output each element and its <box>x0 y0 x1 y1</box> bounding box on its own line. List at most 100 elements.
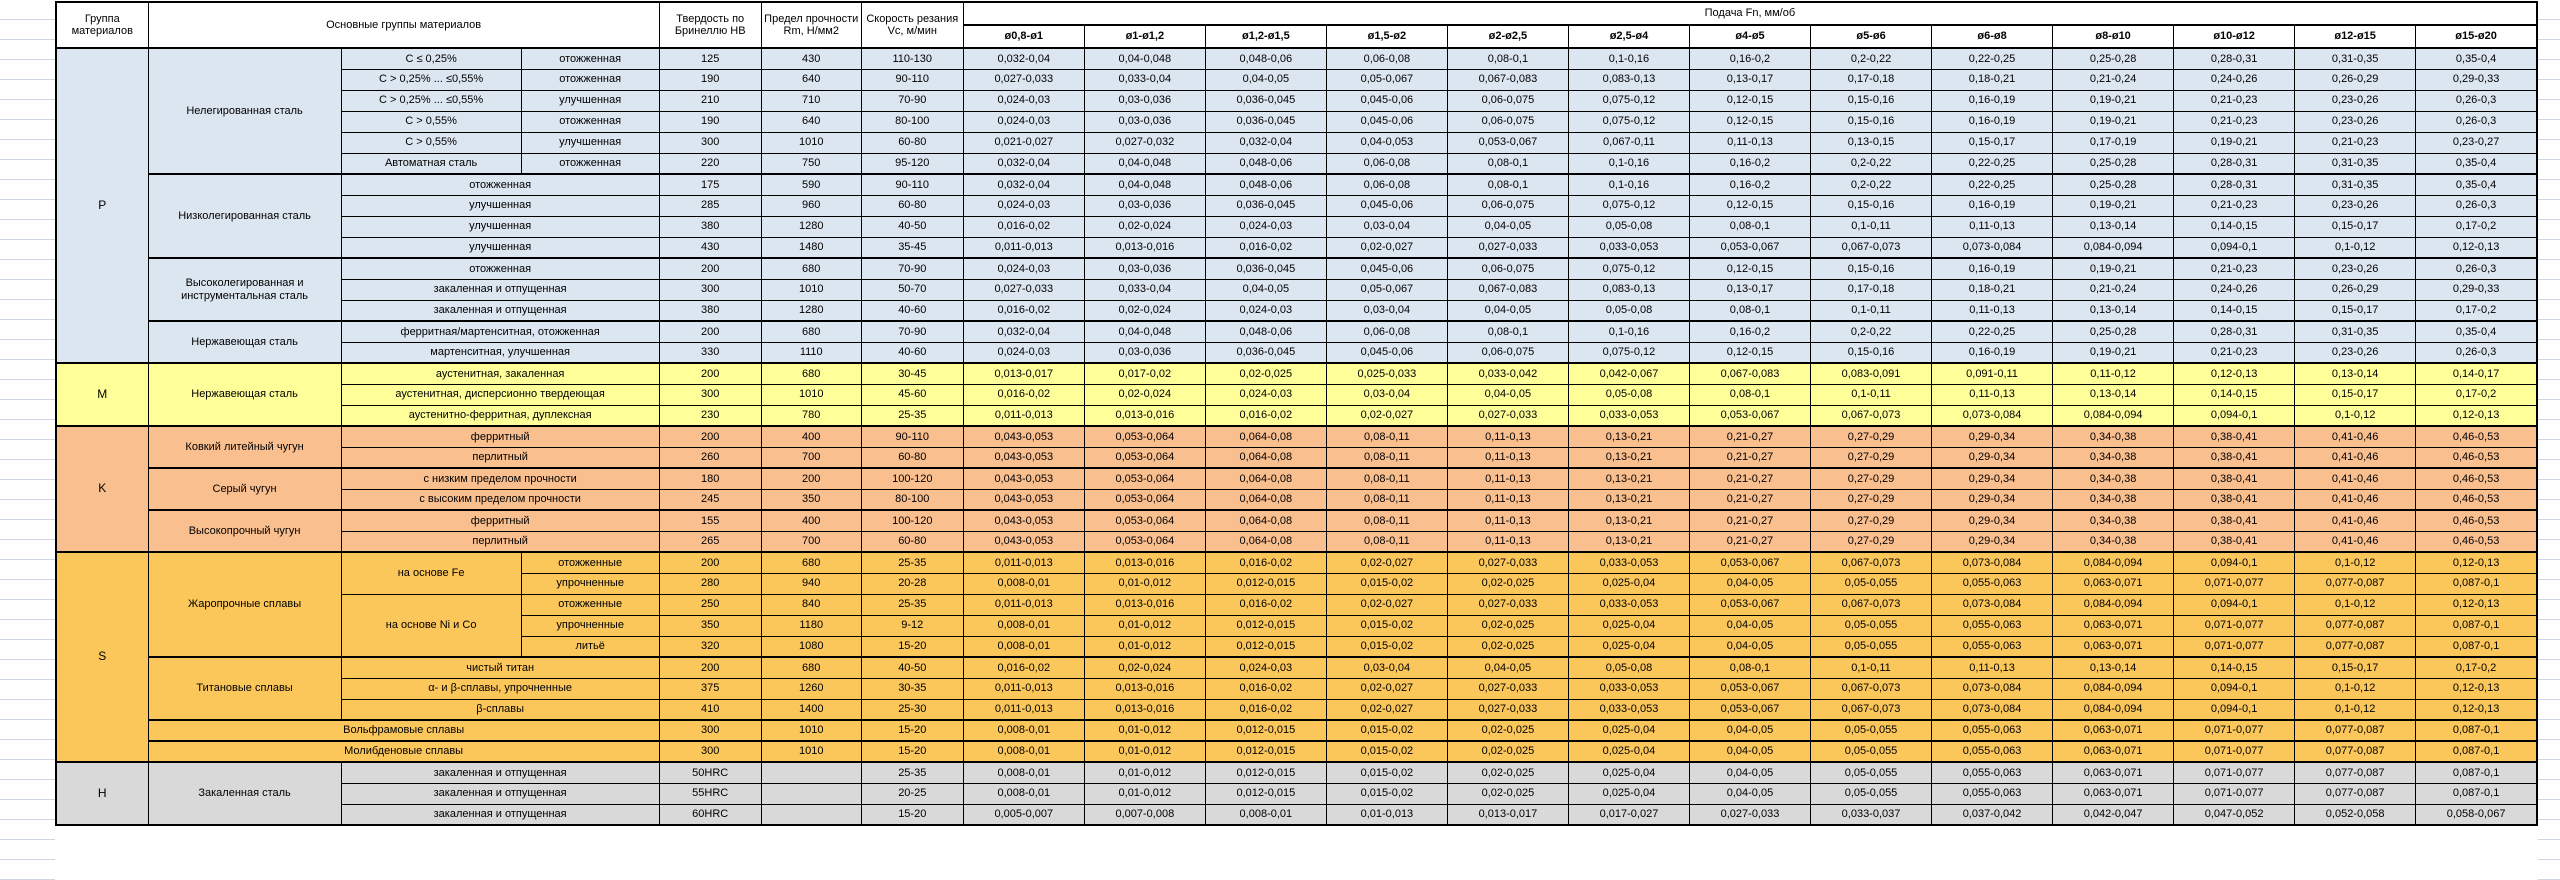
material-cell[interactable]: упрочненные <box>520 572 660 595</box>
feed-cell[interactable]: 0,21-0,23 <box>2173 89 2296 112</box>
feed-cell[interactable]: 0,094-0,1 <box>2173 404 2296 427</box>
feed-cell[interactable]: 0,016-0,02 <box>1204 551 1327 574</box>
speed-cell[interactable]: 20-25 <box>860 782 964 805</box>
feed-cell[interactable]: 0,27-0,29 <box>1809 425 1933 448</box>
feed-cell[interactable]: 0,15-0,16 <box>1809 257 1933 280</box>
speed-cell[interactable]: 40-60 <box>860 341 964 364</box>
feed-cell[interactable]: 0,017-0,027 <box>1567 803 1690 826</box>
feed-cell[interactable]: 0,03-0,04 <box>1325 299 1448 322</box>
feed-cell[interactable]: 0,073-0,084 <box>1931 677 2054 700</box>
feed-cell[interactable]: 0,073-0,084 <box>1931 236 2054 259</box>
feed-cell[interactable]: 0,063-0,071 <box>2052 740 2175 763</box>
feed-cell[interactable]: 0,025-0,04 <box>1567 572 1690 595</box>
feed-cell[interactable]: 0,047-0,052 <box>2173 803 2296 826</box>
hardness-cell[interactable]: 190 <box>658 68 762 91</box>
feed-cell[interactable]: 0,26-0,29 <box>2294 68 2417 91</box>
material-cell[interactable]: улучшенная <box>520 131 660 154</box>
feed-cell[interactable]: 0,012-0,015 <box>1204 614 1327 637</box>
feed-cell[interactable]: 0,027-0,033 <box>1446 593 1569 616</box>
material-cell[interactable]: Серый чугун <box>147 467 342 511</box>
speed-cell[interactable]: 15-20 <box>860 635 964 658</box>
strength-cell[interactable]: 680 <box>760 257 862 280</box>
feed-cell[interactable]: 0,013-0,016 <box>1083 404 1206 427</box>
hardness-cell[interactable]: 350 <box>658 614 762 637</box>
feed-cell[interactable]: 0,46-0,53 <box>2415 488 2538 511</box>
feed-cell[interactable]: 0,073-0,084 <box>1931 404 2054 427</box>
feed-cell[interactable]: 0,02-0,025 <box>1446 782 1569 805</box>
feed-cell[interactable]: 0,073-0,084 <box>1931 551 2054 574</box>
feed-cell[interactable]: 0,016-0,02 <box>1204 404 1327 427</box>
strength-cell[interactable]: 750 <box>760 152 862 175</box>
feed-cell[interactable]: 0,016-0,02 <box>962 383 1085 406</box>
feed-cell[interactable]: 0,15-0,16 <box>1809 194 1933 217</box>
feed-cell[interactable]: 0,16-0,2 <box>1688 173 1812 196</box>
feed-cell[interactable]: 0,02-0,024 <box>1083 383 1206 406</box>
hardness-cell[interactable]: 200 <box>658 425 762 448</box>
feed-cell[interactable]: 0,34-0,38 <box>2052 488 2175 511</box>
feed-cell[interactable]: 0,35-0,4 <box>2415 152 2538 175</box>
feed-cell[interactable]: 0,21-0,23 <box>2173 194 2296 217</box>
feed-cell[interactable]: 0,027-0,033 <box>1446 677 1569 700</box>
feed-cell[interactable]: 0,05-0,055 <box>1809 614 1933 637</box>
feed-cell[interactable]: 0,05-0,055 <box>1809 719 1933 742</box>
feed-cell[interactable]: 0,033-0,042 <box>1446 362 1569 385</box>
feed-cell[interactable]: 0,16-0,19 <box>1931 110 2054 133</box>
header-group[interactable]: Группа материалов <box>55 1 149 49</box>
material-cell[interactable]: Молибденовые сплавы <box>147 740 660 763</box>
strength-cell[interactable]: 1010 <box>760 278 862 301</box>
hardness-cell[interactable]: 60HRC <box>658 803 762 826</box>
group-letter-cell[interactable]: P <box>55 47 149 364</box>
hardness-cell[interactable]: 330 <box>658 341 762 364</box>
speed-cell[interactable]: 95-120 <box>860 152 964 175</box>
strength-cell[interactable]: 400 <box>760 425 862 448</box>
feed-cell[interactable]: 0,02-0,025 <box>1446 614 1569 637</box>
feed-cell[interactable]: 0,27-0,29 <box>1809 509 1933 532</box>
feed-cell[interactable]: 0,13-0,21 <box>1567 488 1690 511</box>
feed-cell[interactable]: 0,067-0,073 <box>1809 551 1933 574</box>
material-cell[interactable]: закаленная и отпущенная <box>340 803 660 826</box>
feed-cell[interactable]: 0,02-0,025 <box>1446 635 1569 658</box>
speed-cell[interactable]: 60-80 <box>860 530 964 553</box>
feed-cell[interactable]: 0,15-0,17 <box>1931 131 2054 154</box>
feed-cell[interactable]: 0,016-0,02 <box>1204 236 1327 259</box>
feed-cell[interactable]: 0,042-0,047 <box>2052 803 2175 826</box>
speed-cell[interactable]: 25-35 <box>860 551 964 574</box>
feed-cell[interactable]: 0,075-0,12 <box>1567 89 1690 112</box>
feed-cell[interactable]: 0,01-0,012 <box>1083 761 1206 784</box>
hardness-cell[interactable]: 285 <box>658 194 762 217</box>
feed-cell[interactable]: 0,34-0,38 <box>2052 446 2175 469</box>
feed-cell[interactable]: 0,077-0,087 <box>2294 614 2417 637</box>
feed-cell[interactable]: 0,025-0,04 <box>1567 614 1690 637</box>
feed-cell[interactable]: 0,41-0,46 <box>2294 467 2417 490</box>
feed-cell[interactable]: 0,08-0,11 <box>1325 530 1448 553</box>
feed-cell[interactable]: 0,16-0,2 <box>1688 47 1812 70</box>
feed-cell[interactable]: 0,067-0,073 <box>1809 404 1933 427</box>
hardness-cell[interactable]: 300 <box>658 131 762 154</box>
header-diameter[interactable]: ø5-ø6 <box>1809 24 1933 49</box>
feed-cell[interactable]: 0,055-0,063 <box>1931 635 2054 658</box>
feed-cell[interactable]: 0,27-0,29 <box>1809 488 1933 511</box>
hardness-cell[interactable]: 380 <box>658 215 762 238</box>
material-cell[interactable]: C > 0,25% ... ≤0,55% <box>340 68 522 91</box>
feed-cell[interactable]: 0,064-0,08 <box>1204 488 1327 511</box>
feed-cell[interactable]: 0,24-0,26 <box>2173 68 2296 91</box>
feed-cell[interactable]: 0,008-0,01 <box>962 740 1085 763</box>
material-cell[interactable]: улучшенная <box>520 89 660 112</box>
feed-cell[interactable]: 0,41-0,46 <box>2294 425 2417 448</box>
feed-cell[interactable]: 0,067-0,073 <box>1809 236 1933 259</box>
feed-cell[interactable]: 0,1-0,16 <box>1567 320 1690 343</box>
material-cell[interactable]: улучшенная <box>340 236 660 259</box>
feed-cell[interactable]: 0,05-0,055 <box>1809 782 1933 805</box>
feed-cell[interactable]: 0,04-0,048 <box>1083 152 1206 175</box>
feed-cell[interactable]: 0,23-0,26 <box>2294 341 2417 364</box>
feed-cell[interactable]: 0,02-0,025 <box>1446 761 1569 784</box>
feed-cell[interactable]: 0,042-0,067 <box>1567 362 1690 385</box>
feed-cell[interactable]: 0,06-0,08 <box>1325 152 1448 175</box>
feed-cell[interactable]: 0,04-0,05 <box>1688 740 1812 763</box>
feed-cell[interactable]: 0,013-0,016 <box>1083 593 1206 616</box>
feed-cell[interactable]: 0,05-0,08 <box>1567 215 1690 238</box>
feed-cell[interactable]: 0,067-0,073 <box>1809 698 1933 721</box>
feed-cell[interactable]: 0,053-0,067 <box>1446 131 1569 154</box>
feed-cell[interactable]: 0,08-0,1 <box>1446 320 1569 343</box>
feed-cell[interactable]: 0,045-0,06 <box>1325 110 1448 133</box>
